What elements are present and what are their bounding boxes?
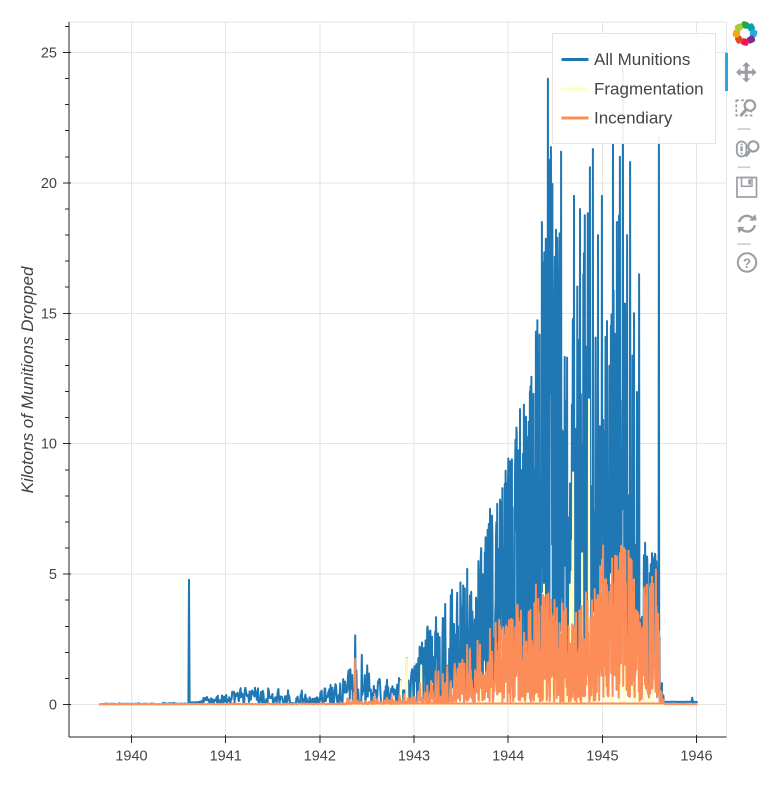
svg-text:1942: 1942	[304, 749, 336, 765]
svg-text:Kilotons of Munitions Dropped: Kilotons of Munitions Dropped	[18, 266, 37, 493]
svg-text:Fragmentation: Fragmentation	[594, 80, 704, 99]
svg-text:1946: 1946	[680, 749, 712, 765]
svg-text:25: 25	[41, 46, 57, 62]
svg-text:Incendiary: Incendiary	[594, 109, 673, 128]
svg-text:1943: 1943	[398, 749, 430, 765]
svg-text:15: 15	[41, 306, 57, 322]
svg-text:All Munitions: All Munitions	[594, 50, 690, 69]
svg-text:10: 10	[41, 437, 57, 453]
svg-text:?: ?	[743, 256, 751, 271]
svg-text:0: 0	[49, 698, 57, 714]
svg-text:1945: 1945	[586, 749, 618, 765]
svg-text:1941: 1941	[210, 749, 242, 765]
svg-text:1944: 1944	[492, 749, 524, 765]
svg-text:20: 20	[41, 176, 57, 192]
svg-text:5: 5	[49, 567, 57, 583]
svg-text:1940: 1940	[115, 749, 147, 765]
